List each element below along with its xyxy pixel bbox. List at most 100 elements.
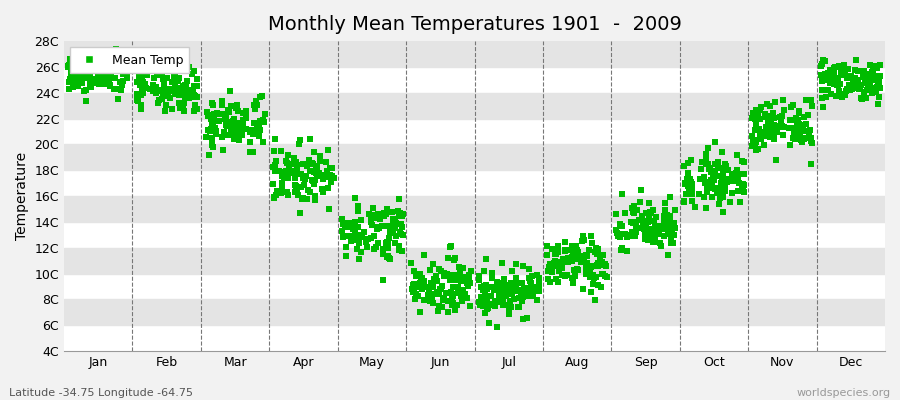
Point <box>205 144 220 150</box>
Y-axis label: Temperature: Temperature <box>15 152 29 240</box>
Point <box>504 268 518 274</box>
Point <box>130 96 145 103</box>
Point <box>115 71 130 77</box>
Point <box>300 196 314 202</box>
Point <box>418 252 432 259</box>
Point <box>512 304 526 311</box>
Point <box>336 234 350 240</box>
Point <box>394 224 409 230</box>
Point <box>109 46 123 52</box>
Point <box>373 216 387 222</box>
Point <box>766 124 780 130</box>
Point <box>424 283 438 289</box>
Point <box>733 199 747 206</box>
Point <box>817 77 832 84</box>
Point <box>713 195 727 201</box>
Point <box>96 72 111 79</box>
Point <box>751 110 765 116</box>
Point <box>555 256 570 262</box>
Point <box>714 190 728 197</box>
Point <box>327 175 341 181</box>
Point <box>661 229 675 235</box>
Point <box>289 183 303 189</box>
Point <box>644 226 659 232</box>
Point <box>302 168 317 174</box>
Point <box>446 301 460 308</box>
Point <box>680 160 695 166</box>
Point <box>134 91 148 98</box>
Point <box>521 293 535 300</box>
Point <box>307 181 321 187</box>
Point <box>594 284 608 290</box>
Point <box>787 131 801 138</box>
Point <box>75 74 89 81</box>
Point <box>866 67 880 73</box>
Point <box>412 279 427 286</box>
Point <box>659 221 673 228</box>
Point <box>663 234 678 240</box>
Point <box>220 123 234 130</box>
Point <box>130 98 145 105</box>
Point <box>382 235 396 242</box>
Point <box>505 286 519 293</box>
Point <box>629 220 643 227</box>
Point <box>749 106 763 113</box>
Point <box>166 76 181 82</box>
Point <box>553 263 567 269</box>
Point <box>844 86 859 93</box>
Point <box>306 148 320 155</box>
Point <box>367 232 382 239</box>
Point <box>473 283 488 290</box>
Point <box>477 300 491 306</box>
Point <box>425 294 439 300</box>
Point <box>451 290 465 296</box>
Point <box>146 82 160 88</box>
Point <box>482 305 496 312</box>
Point <box>576 259 590 265</box>
Point <box>773 118 788 124</box>
Point <box>184 90 199 96</box>
Point <box>561 257 575 263</box>
Point <box>305 177 320 184</box>
Point <box>476 286 491 293</box>
Point <box>422 267 436 273</box>
Point <box>872 78 886 85</box>
Point <box>783 117 797 124</box>
Point <box>75 80 89 86</box>
Point <box>735 181 750 188</box>
Point <box>584 264 598 270</box>
Point <box>583 289 598 295</box>
Point <box>635 213 650 220</box>
Point <box>623 232 637 238</box>
Point <box>368 212 382 219</box>
Point <box>668 225 682 232</box>
Point <box>523 288 537 294</box>
Point <box>861 71 876 77</box>
Point <box>831 82 845 88</box>
Point <box>706 175 720 182</box>
Point <box>179 85 194 91</box>
Point <box>508 288 522 294</box>
Point <box>745 110 760 116</box>
Point <box>678 181 692 187</box>
Point <box>68 68 82 74</box>
Point <box>758 128 772 135</box>
Point <box>703 165 717 171</box>
Point <box>712 201 726 208</box>
Point <box>246 131 260 138</box>
Point <box>840 86 854 93</box>
Point <box>590 251 605 257</box>
Point <box>485 270 500 276</box>
Point <box>548 276 562 282</box>
Point <box>257 110 272 117</box>
Point <box>436 303 450 310</box>
Point <box>543 265 557 272</box>
Point <box>659 216 673 222</box>
Point <box>389 220 403 226</box>
Point <box>525 272 539 279</box>
Point <box>280 160 294 166</box>
Point <box>867 86 881 92</box>
Point <box>732 171 746 177</box>
Point <box>628 231 643 238</box>
Point <box>718 166 733 172</box>
